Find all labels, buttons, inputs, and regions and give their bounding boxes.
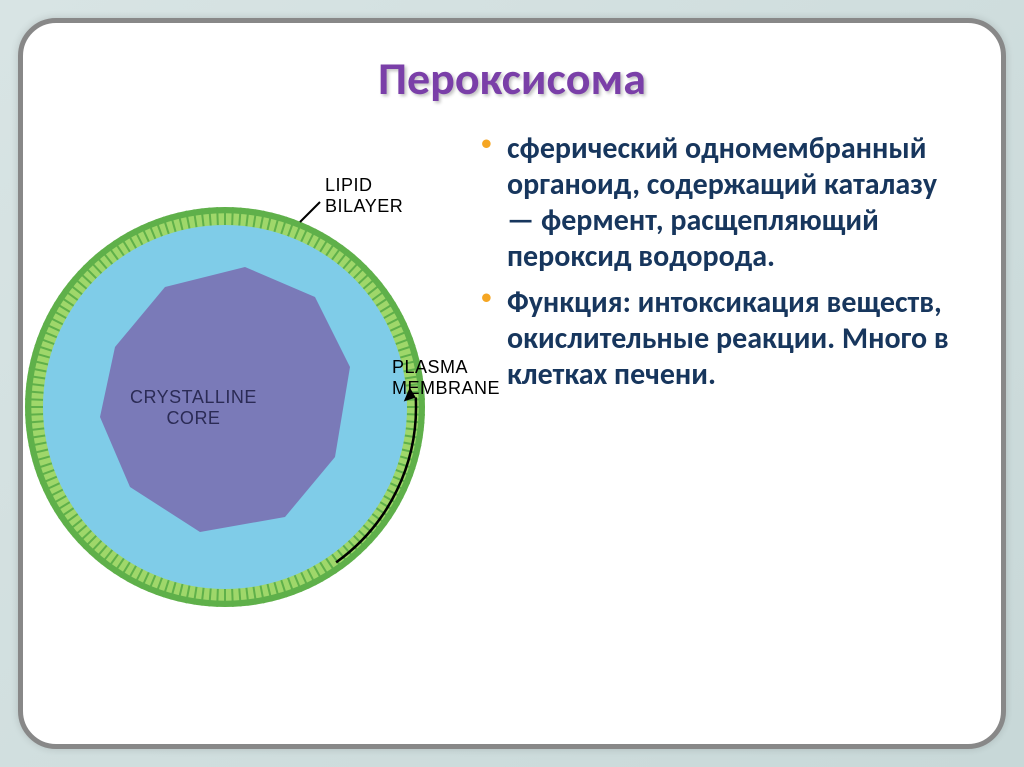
label-bilayer-line1: LIPID xyxy=(325,175,373,195)
bullet-list: сферический одномембранный органоид, сод… xyxy=(475,127,959,403)
label-core: CRYSTALLINE CORE xyxy=(130,387,257,428)
label-bilayer: LIPID BILAYER xyxy=(325,175,403,216)
content-row: LIPID BILAYER PLASMA MEMBRANE CRYSTALLIN… xyxy=(65,127,959,627)
label-core-line1: CRYSTALLINE xyxy=(130,387,257,407)
label-bilayer-line2: BILAYER xyxy=(325,196,403,216)
arrow-bilayer xyxy=(300,202,320,222)
label-core-line2: CORE xyxy=(166,408,220,428)
slide-frame: Пероксисома LIPID BILAYER xyxy=(18,18,1006,749)
bullet-item: сферический одномембранный органоид, сод… xyxy=(475,131,959,275)
peroxisome-diagram: LIPID BILAYER PLASMA MEMBRANE CRYSTALLIN… xyxy=(15,147,455,627)
page-title: Пероксисома xyxy=(65,51,959,107)
bullet-item: Функция: интоксикация веществ, окислител… xyxy=(475,285,959,393)
label-membrane-line1: PLASMA xyxy=(392,357,468,377)
